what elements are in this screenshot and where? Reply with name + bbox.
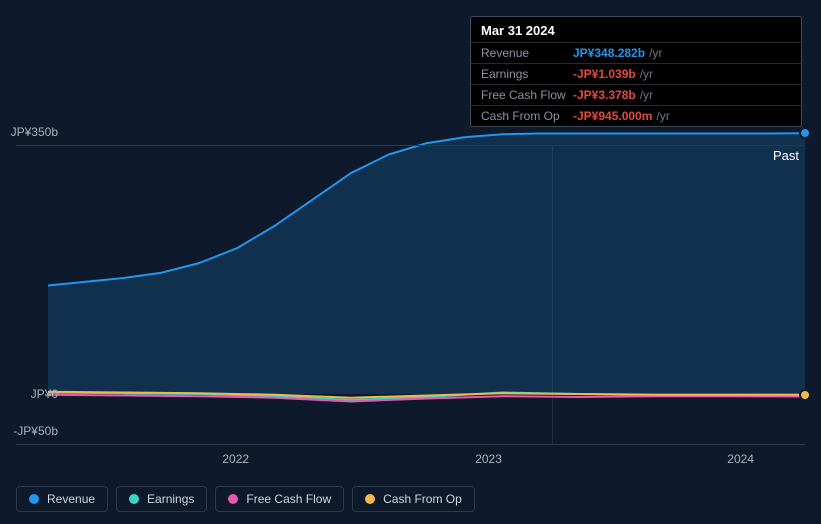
tooltip-unit: /yr: [649, 46, 662, 60]
tooltip-value: -JP¥1.039b: [573, 67, 636, 81]
grid-line: [16, 145, 805, 146]
tooltip-value: JP¥348.282b: [573, 46, 645, 60]
grid-line: [16, 444, 805, 445]
legend-item-revenue[interactable]: Revenue: [16, 486, 108, 512]
chart-legend: Revenue Earnings Free Cash Flow Cash From O…: [16, 486, 475, 512]
x-axis-label: 2023: [475, 452, 502, 466]
x-axis-label: 2022: [222, 452, 249, 466]
series-area-revenue: [48, 133, 805, 394]
tooltip-row: RevenueJP¥348.282b/yr: [471, 42, 801, 63]
financials-chart: Past Mar 31 2024 RevenueJP¥348.282b/yrEa…: [0, 0, 821, 524]
tooltip-row: Free Cash Flow-JP¥3.378b/yr: [471, 84, 801, 105]
tooltip-row: Cash From Op-JP¥945.000m/yr: [471, 105, 801, 126]
tooltip-row: Earnings-JP¥1.039b/yr: [471, 63, 801, 84]
legend-swatch: [365, 494, 375, 504]
tooltip-value: -JP¥945.000m: [573, 109, 652, 123]
tooltip-key: Revenue: [481, 46, 573, 60]
legend-item-earnings[interactable]: Earnings: [116, 486, 207, 512]
legend-swatch: [29, 494, 39, 504]
series-end-marker-cash_from_op: [799, 389, 811, 401]
tooltip-key: Free Cash Flow: [481, 88, 573, 102]
past-label: Past: [773, 148, 799, 163]
legend-label: Earnings: [147, 492, 194, 506]
legend-label: Free Cash Flow: [246, 492, 331, 506]
y-axis-label: JP¥350b: [11, 125, 58, 139]
tooltip-unit: /yr: [656, 109, 669, 123]
tooltip-key: Cash From Op: [481, 109, 573, 123]
legend-swatch: [228, 494, 238, 504]
tooltip-value: -JP¥3.378b: [573, 88, 636, 102]
tooltip-unit: /yr: [640, 88, 653, 102]
legend-label: Revenue: [47, 492, 95, 506]
legend-item-free-cash-flow[interactable]: Free Cash Flow: [215, 486, 344, 512]
legend-swatch: [129, 494, 139, 504]
y-axis-label: -JP¥50b: [13, 424, 58, 438]
tooltip-key: Earnings: [481, 67, 573, 81]
series-end-marker-revenue: [799, 127, 811, 139]
legend-label: Cash From Op: [383, 492, 462, 506]
y-axis-label: JP¥0: [31, 387, 58, 401]
legend-item-cash-from-op[interactable]: Cash From Op: [352, 486, 475, 512]
x-axis-label: 2024: [727, 452, 754, 466]
tooltip-date: Mar 31 2024: [471, 17, 801, 42]
tooltip-unit: /yr: [640, 67, 653, 81]
chart-tooltip: Mar 31 2024 RevenueJP¥348.282b/yrEarning…: [470, 16, 802, 127]
